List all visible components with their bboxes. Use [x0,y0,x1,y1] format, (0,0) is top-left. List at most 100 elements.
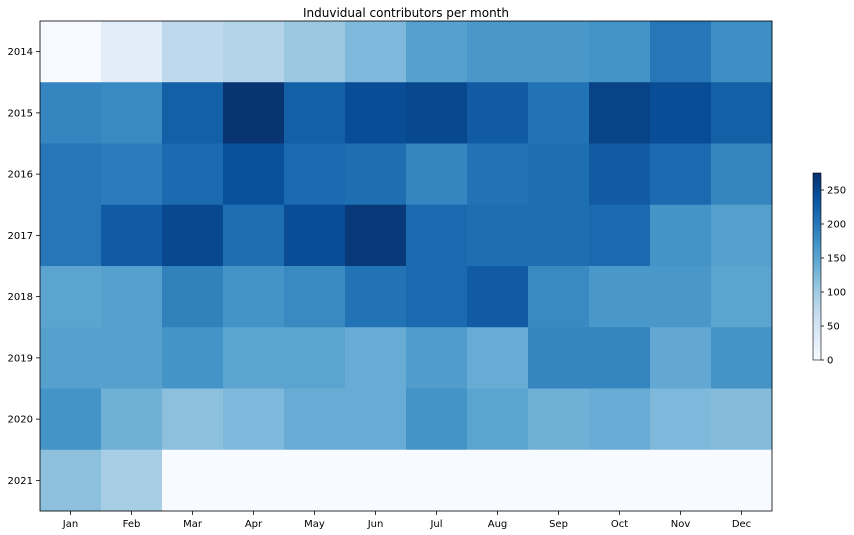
y-tick-label: 2021 [8,476,33,487]
x-tick-label: Nov [671,519,691,530]
colorbar [812,172,822,361]
heatmap-cell-2019-Feb [101,327,163,389]
colorbar-tick-label: 150 [827,254,846,265]
heatmap-cell-2021-Jul [406,449,468,512]
heatmap-cell-2016-Mar [162,143,224,206]
x-tick-label: Aug [488,519,508,530]
heatmap-cell-2021-May [284,449,346,512]
heatmap-cell-2019-Apr [223,327,285,389]
heatmap-cell-2017-Jun [345,204,407,267]
heatmap-cell-2016-Jun [345,143,407,206]
heatmap-cell-2018-Feb [101,266,163,328]
heatmap-cell-2014-Aug [467,21,529,83]
heatmap-cell-2021-Jun [345,449,407,512]
heatmap-cell-2018-Nov [650,266,712,328]
heatmap-cell-2017-Apr [223,204,285,267]
heatmap-cell-2017-May [284,204,346,267]
heatmap-cell-2016-Aug [467,143,529,206]
heatmap-cell-2014-May [284,21,346,83]
colorbar-tick-label: 0 [827,356,833,367]
heatmap-cell-2021-Sep [528,449,590,512]
heatmap-cell-2017-Mar [162,204,224,267]
heatmap-cell-2021-Feb [101,449,163,512]
heatmap-cell-2020-May [284,388,346,451]
colorbar-tick-label: 100 [827,288,846,299]
heatmap-cell-2014-Mar [162,21,224,83]
y-tick-label: 2016 [8,170,33,181]
x-tick-label: Apr [245,519,263,530]
heatmap-cell-2016-Jul [406,143,468,206]
heatmap-cell-2014-Sep [528,21,590,83]
heatmap-cell-2020-Oct [589,388,651,451]
heatmap-cell-2018-Mar [162,266,224,328]
heatmap-cell-2016-Dec [711,143,773,206]
heatmap-cell-2016-May [284,143,346,206]
heatmap-cell-2020-Aug [467,388,529,451]
heatmap-cell-2019-Dec [711,327,773,389]
heatmap-cell-2021-Oct [589,449,651,512]
heatmap-cell-2015-Sep [528,82,590,144]
heatmap-cell-2015-Mar [162,82,224,144]
heatmap-cell-2021-Nov [650,449,712,512]
heatmap-cell-2017-Dec [711,204,773,267]
heatmap-cell-2015-Jan [40,82,102,144]
heatmap-cell-2020-Sep [528,388,590,451]
plot-frame [39,20,773,512]
heatmap-cell-2018-Dec [711,266,773,328]
heatmap-cell-2020-Feb [101,388,163,451]
heatmap-cell-2014-Jun [345,21,407,83]
heatmap-cell-2015-Aug [467,82,529,144]
heatmap-cell-2018-Jun [345,266,407,328]
heatmap-cell-2017-Feb [101,204,163,267]
heatmap-cell-2020-Mar [162,388,224,451]
heatmap-cell-2015-Feb [101,82,163,144]
heatmap-cell-2021-Dec [711,449,773,512]
colorbar-tick-label: 250 [827,186,846,197]
heatmap-cell-2014-Jul [406,21,468,83]
heatmap-cell-2016-Sep [528,143,590,206]
heatmap-cell-2014-Oct [589,21,651,83]
heatmap-cell-2016-Oct [589,143,651,206]
y-tick-label: 2019 [8,353,33,364]
y-axis-ticks: 2014 2015 2016 2017 2018 2019 2020 2021 [8,47,40,487]
heatmap-cell-2016-Jan [40,143,102,206]
heatmap-cell-2018-Oct [589,266,651,328]
heatmap-cell-2017-Sep [528,204,590,267]
x-tick-label: Oct [611,519,628,530]
heatmap-cell-2016-Feb [101,143,163,206]
heatmap-cell-2017-Oct [589,204,651,267]
heatmap-cell-2020-Nov [650,388,712,451]
heatmap-cell-2016-Nov [650,143,712,206]
heatmap-cell-2021-Aug [467,449,529,512]
heatmap-cell-2019-Sep [528,327,590,389]
heatmap-cell-2014-Jan [40,21,102,83]
heatmap-cell-2016-Apr [223,143,285,206]
heatmap-cell-2019-Aug [467,327,529,389]
heatmap-cell-2020-Dec [711,388,773,451]
x-tick-label: May [304,519,325,530]
x-tick-label: Jan [62,519,78,530]
heatmap-cell-2021-Mar [162,449,224,512]
heatmap-cell-2019-Jun [345,327,407,389]
heatmap-cell-2020-Jul [406,388,468,451]
heatmap-cells [40,21,773,512]
colorbar-ticks: 0 50 100 150 200 250 [821,186,846,367]
heatmap-cell-2014-Dec [711,21,773,83]
heatmap-cell-2019-Nov [650,327,712,389]
x-tick-label: Dec [732,519,751,530]
x-tick-label: Jun [367,519,384,530]
heatmap-cell-2019-May [284,327,346,389]
y-tick-label: 2015 [8,108,33,119]
heatmap-cell-2018-Apr [223,266,285,328]
heatmap-cell-2015-Jul [406,82,468,144]
heatmap-cell-2020-Jun [345,388,407,451]
heatmap-cell-2014-Nov [650,21,712,83]
y-tick-label: 2018 [8,292,33,303]
heatmap-cell-2017-Jan [40,204,102,267]
heatmap-cell-2017-Jul [406,204,468,267]
heatmap-cell-2020-Jan [40,388,102,451]
heatmap-cell-2018-Sep [528,266,590,328]
heatmap-cell-2018-May [284,266,346,328]
heatmap-cell-2015-Jun [345,82,407,144]
